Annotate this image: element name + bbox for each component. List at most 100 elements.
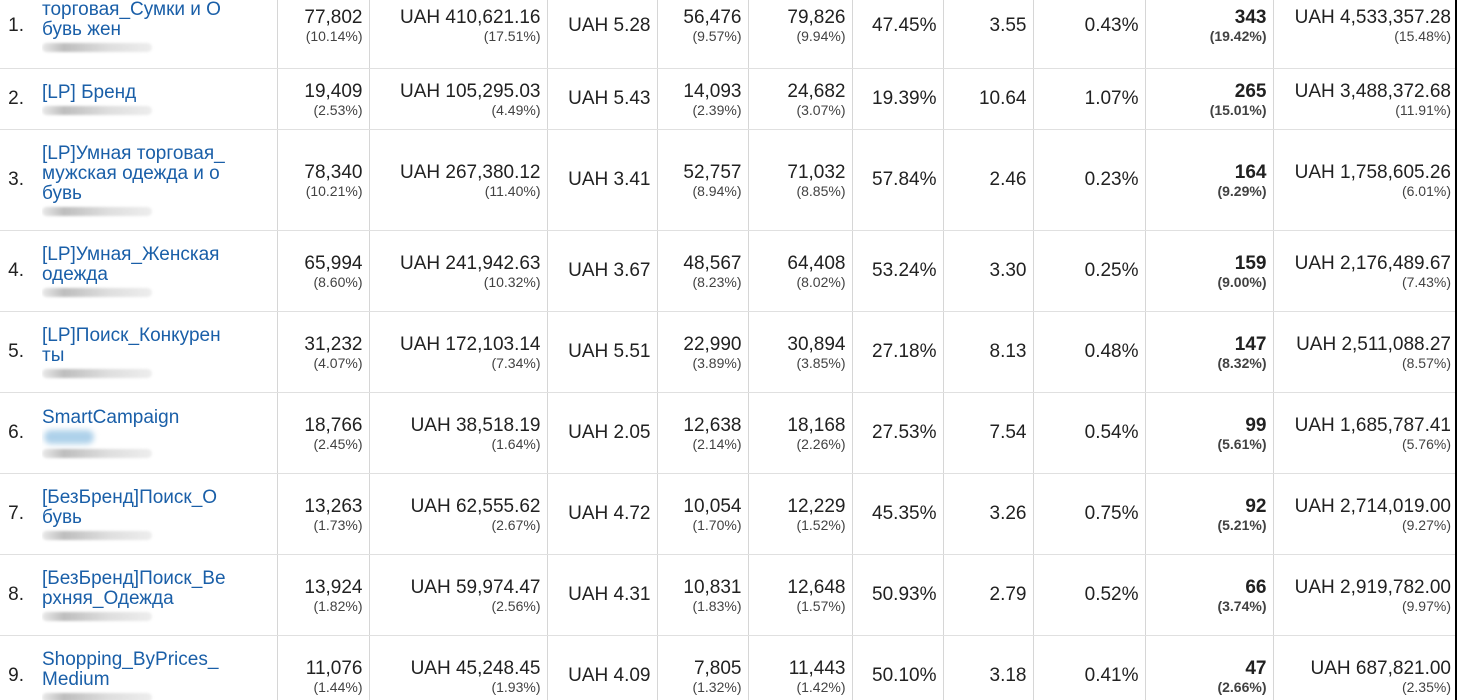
metric-cell-c7: 3.30 [943,230,1034,312]
metric-cell-c4: 7,805 (1.32%) [657,635,749,700]
metric-cell-c3: UAH 5.51 [547,311,658,393]
row-index: 6. [0,392,42,474]
metric-value: 47 [1245,657,1267,679]
metric-value: 164 [1234,161,1267,183]
metric-percent: (1.52%) [796,516,846,533]
metric-cell-c7: 7.54 [943,392,1034,474]
metric-cell-c3: UAH 3.67 [547,230,658,312]
campaign-link[interactable]: [БезБренд]Поиск_Ве рхняя_Одежда [42,568,226,609]
metric-value: 22,990 [683,333,742,355]
metric-percent: (1.93%) [491,678,541,695]
metric-percent: (11.40%) [484,182,541,199]
metric-value: UAH 4.31 [568,584,651,605]
metric-percent: (2.14%) [692,435,742,452]
metric-cell-c9: 164 (9.29%) [1145,129,1274,231]
metric-percent: (4.07%) [313,354,363,371]
campaign-link[interactable]: Shopping_ByPrices_ Medium [42,649,219,690]
metric-percent: (8.85%) [796,182,846,199]
metric-cell-c3: UAH 3.41 [547,129,658,231]
campaign-cell: [LP] Бренд [42,68,278,130]
metric-value: 343 [1234,7,1267,28]
metric-cell-c2: UAH 410,621.16 (17.51%) [369,0,548,69]
metric-value: 159 [1234,252,1267,274]
metric-cell-c5: 71,032 (8.85%) [748,129,853,231]
campaign-link[interactable]: [LP]Умная торговая_мужская одежда и обув… [42,143,225,204]
metric-cell-c1: 31,232 (4.07%) [277,311,370,393]
metric-value: UAH 410,621.16 [400,7,541,28]
metric-cell-c10: UAH 687,821.00 (2.35%) [1273,635,1457,700]
metric-value: 0.41% [1084,665,1139,686]
metric-percent: (3.74%) [1217,597,1267,614]
metric-cell-c5: 30,894 (3.85%) [748,311,853,393]
metric-cell-c8: 0.75% [1033,473,1146,555]
metric-percent: (19.42%) [1209,28,1267,44]
metric-value: 3.55 [989,14,1027,36]
metric-value: 53.24% [872,260,937,281]
metric-cell-c9: 265 (15.01%) [1145,68,1274,130]
metric-value: UAH 59,974.47 [410,576,541,598]
metric-cell-c6: 27.18% [852,311,944,393]
campaign-link[interactable]: торговая_Сумки и Обувь жен [42,0,221,40]
metric-value: UAH 5.28 [568,14,651,36]
metric-cell-c10: UAH 1,758,605.26 (6.01%) [1273,129,1457,231]
campaign-cell: торговая_Сумки и Обувь жен [42,0,278,69]
metric-cell-c6: 50.93% [852,554,944,636]
metric-value: UAH 267,380.12 [400,161,541,183]
metric-percent: (8.94%) [692,182,742,199]
metric-value: 18,766 [304,414,363,436]
metric-value: UAH 4.09 [568,665,651,686]
metric-value: 71,032 [787,161,846,183]
metric-value: 92 [1245,495,1267,517]
campaign-link[interactable]: [LP]Умная_Женская одежда [42,244,220,285]
metric-value: 65,994 [304,252,363,274]
metric-cell-c8: 0.48% [1033,311,1146,393]
metric-percent: (9.57%) [692,28,742,44]
metric-percent: (2.56%) [491,597,541,614]
metric-value: 2.46 [989,169,1027,190]
metric-cell-c7: 2.79 [943,554,1034,636]
redacted-blur [42,612,152,621]
metric-cell-c9: 66 (3.74%) [1145,554,1274,636]
metric-value: 99 [1245,414,1267,436]
metric-percent: (1.44%) [313,678,363,695]
campaign-link[interactable]: [БезБренд]Поиск_О бувь [42,487,218,528]
metric-cell-c3: UAH 4.31 [547,554,658,636]
campaign-link[interactable]: [LP]Поиск_Конкурен ты [42,325,221,366]
metric-cell-c10: UAH 4,533,357.28 (15.48%) [1273,0,1457,69]
metric-cell-c9: 159 (9.00%) [1145,230,1274,312]
table-row: 1. торговая_Сумки и Обувь жен 77,802 (10.14… [0,0,1457,69]
campaign-link[interactable]: [LP] Бренд [42,82,137,103]
metric-cell-c8: 0.41% [1033,635,1146,700]
metric-cell-c3: UAH 4.72 [547,473,658,555]
metric-cell-c2: UAH 241,942.63 (10.32%) [369,230,548,312]
redacted-blur [44,429,94,444]
metric-value: 3.26 [989,503,1027,524]
metric-value: 64,408 [787,252,846,274]
redacted-blur [42,449,152,458]
metric-value: 48,567 [683,252,742,274]
metric-cell-c2: UAH 105,295.03 (4.49%) [369,68,548,130]
metric-cell-c4: 14,093 (2.39%) [657,68,749,130]
metric-value: 1.07% [1084,88,1139,109]
metric-percent: (4.49%) [491,101,541,118]
campaign-cell: [LP]Умная торговая_мужская одежда и обув… [42,129,278,231]
metric-percent: (9.97%) [1401,597,1451,614]
metric-percent: (8.23%) [692,273,742,290]
metric-percent: (9.29%) [1217,182,1267,199]
metric-cell-c1: 13,263 (1.73%) [277,473,370,555]
metric-cell-c1: 13,924 (1.82%) [277,554,370,636]
campaign-link[interactable]: SmartCampaign [42,407,180,428]
row-index: 3. [0,129,42,231]
metric-percent: (17.51%) [483,28,541,44]
metric-cell-c7: 10.64 [943,68,1034,130]
metric-cell-c2: UAH 45,248.45 (1.93%) [369,635,548,700]
metric-percent: (2.26%) [796,435,846,452]
metric-value: 11,443 [788,657,846,679]
table-row: 6. SmartCampaign 18,766 (2.45%) UAH 38,518.1… [0,392,1457,474]
metric-value: 147 [1234,333,1267,355]
metric-value: UAH 3.41 [568,169,651,190]
metric-cell-c5: 12,648 (1.57%) [748,554,853,636]
metric-value: UAH 2,714,019.00 [1294,495,1451,517]
